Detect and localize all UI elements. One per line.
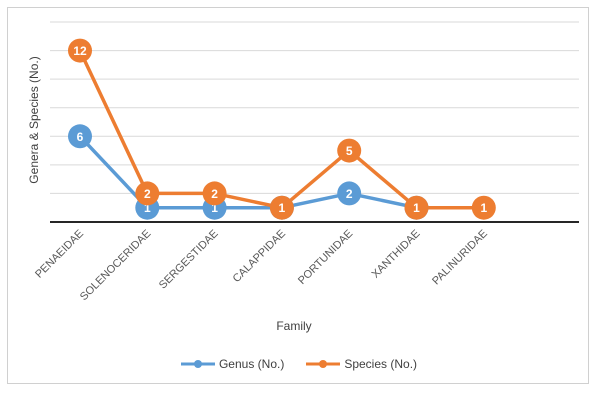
legend-label-genus: Genus (No.) — [218, 357, 285, 371]
data-label-genus: 1 — [211, 201, 218, 215]
data-label-species: 1 — [413, 201, 420, 215]
data-label-species: 5 — [346, 144, 353, 158]
x-tick-label: SERGESTIDAE — [157, 228, 221, 292]
data-label-species: 1 — [279, 201, 286, 215]
y-axis-title: Genera & Species (No.) — [27, 56, 41, 183]
data-label-genus: 2 — [346, 187, 353, 201]
marker-species — [135, 181, 160, 206]
marker-species — [269, 195, 294, 220]
x-tick-label: XANTHIDAE — [370, 228, 423, 281]
legend-label-species: Species (No.) — [344, 357, 418, 371]
legend-item-species: Species (No.) — [306, 357, 417, 371]
data-label-species: 12 — [73, 44, 87, 58]
series-markers: 61112112221511 — [68, 38, 496, 220]
x-tick-label: PORTUNIDAE — [296, 228, 355, 287]
legend-swatch-genus — [180, 360, 215, 368]
x-tick-label: PALINURIDAE — [430, 228, 490, 288]
legend: Genus (No.) Species (No.) — [0, 357, 598, 371]
data-label-species: 1 — [480, 201, 487, 215]
legend-item-genus: Genus (No.) — [180, 357, 285, 371]
series-line-genus — [78, 135, 417, 210]
data-label-species: 2 — [211, 187, 218, 201]
legend-swatch-species — [306, 360, 341, 368]
gridlines — [50, 21, 579, 194]
marker-species — [202, 181, 227, 206]
x-tick-label: PENAEIDAE — [33, 228, 86, 281]
x-tick-label: CALAPPIDAE — [231, 228, 288, 285]
x-tick-label: SOLENOCERIDAE — [78, 228, 153, 303]
data-label-genus: 6 — [77, 130, 84, 144]
marker-genus — [337, 181, 362, 206]
data-label-genus: 1 — [144, 201, 151, 215]
marker-species — [404, 195, 429, 220]
marker-species — [337, 138, 362, 163]
data-label-species: 2 — [144, 187, 151, 201]
marker-species — [471, 195, 496, 220]
marker-species — [68, 38, 92, 63]
x-axis-title: Family — [276, 319, 311, 333]
marker-genus — [68, 124, 92, 149]
